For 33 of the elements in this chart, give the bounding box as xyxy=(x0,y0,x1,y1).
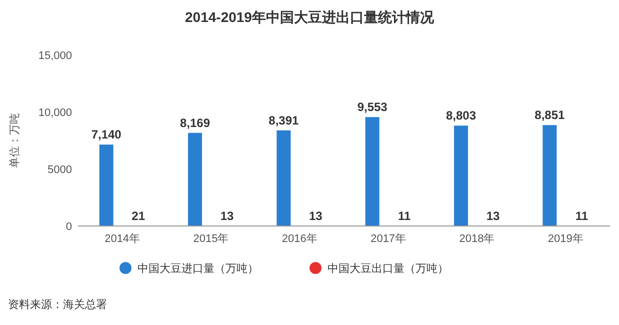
bar xyxy=(542,125,557,226)
y-tick-label: 5000 xyxy=(48,164,72,176)
bar xyxy=(454,126,468,226)
data-label: 7,140 xyxy=(91,128,122,142)
bar xyxy=(365,117,380,226)
x-tick-label: 2019年 xyxy=(548,233,584,245)
bar xyxy=(188,132,202,226)
data-label: 13 xyxy=(486,208,500,223)
x-tick-label: 2018年 xyxy=(459,233,495,245)
text: 资料来源：海关总署 xyxy=(8,298,107,311)
data-label: 13 xyxy=(220,208,234,223)
data-label: 11 xyxy=(575,208,588,223)
chart-title: 2014-2019年中国大豆进出口量统计情况 xyxy=(185,9,435,25)
x-tick-label: 2017年 xyxy=(370,233,406,245)
y-tick-label: 10,000 xyxy=(38,107,72,119)
data-label: 8,851 xyxy=(534,108,566,122)
data-label: 11 xyxy=(398,208,411,223)
legend-label: 中国大豆出口量（万吨） xyxy=(328,262,448,275)
data-label: 8,169 xyxy=(180,116,210,130)
x-tick-label: 2016年 xyxy=(282,233,318,245)
data-label: 8,803 xyxy=(446,108,476,123)
x-tick-label: 2014年 xyxy=(104,233,140,245)
y-tick-label: 15,000 xyxy=(38,50,72,62)
y-tick-label: 0 xyxy=(66,221,72,233)
bar xyxy=(99,144,114,226)
data-label: 21 xyxy=(132,208,146,223)
legend-label: 中国大豆进口量（万吨） xyxy=(138,262,258,275)
data-label: 9,553 xyxy=(357,100,388,114)
data-label: 8,391 xyxy=(268,113,300,128)
data-label: 13 xyxy=(308,208,323,223)
x-tick-label: 2015年 xyxy=(193,233,229,245)
bar xyxy=(276,130,291,226)
y-axis-title: 单位：万吨 xyxy=(8,113,21,168)
